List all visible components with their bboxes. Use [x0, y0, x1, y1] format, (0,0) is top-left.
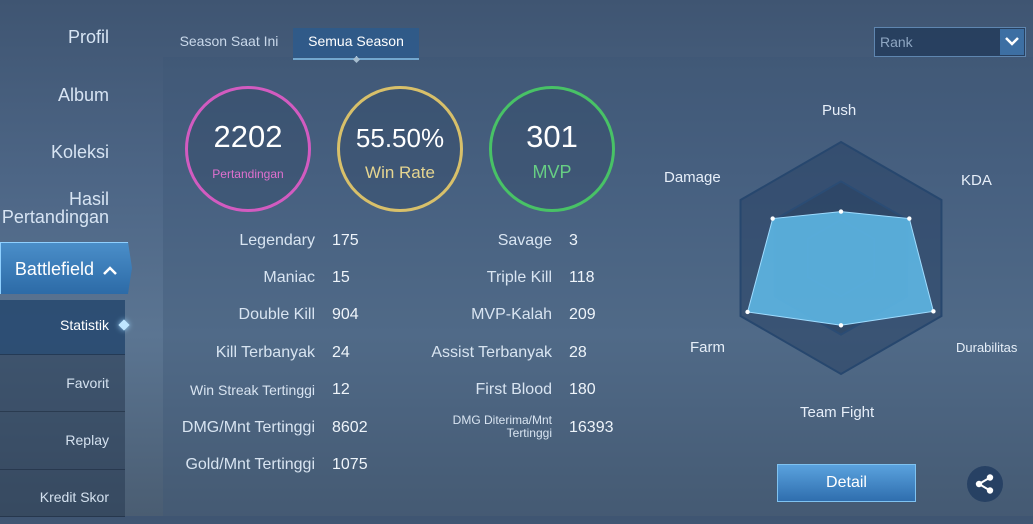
sidebar-sub-replay[interactable]: Replay [0, 412, 125, 470]
matches-label: Pertandingan [212, 167, 284, 181]
sidebar-item-label-2: Pertandingan [1, 207, 109, 227]
stat-value-dmg-diterima: 16393 [569, 419, 614, 436]
sidebar-item-label: Profil [67, 27, 109, 47]
matches-value: 2202 [213, 119, 283, 154]
stat-value-mvp-kalah: 209 [569, 306, 596, 323]
stat-value-win-streak: 12 [332, 381, 350, 398]
sidebar-sub-label: Statistik [59, 317, 109, 333]
sidebar-sub-statistik[interactable]: Statistik [0, 300, 130, 355]
stat-label-mvp-kalah: MVP-Kalah [471, 306, 552, 323]
radar-label-kda: KDA [961, 172, 992, 189]
radar-label-team-fight: Team Fight [800, 404, 875, 421]
radar-label-farm: Farm [690, 339, 725, 356]
detail-button[interactable]: Detail [777, 464, 916, 502]
stat-value-kill-terbanyak: 24 [332, 344, 350, 361]
stat-label-dmg-diterima: DMG Diterima/Mnt Tertinggi [400, 414, 552, 440]
share-button[interactable] [967, 466, 1003, 502]
detail-button-label: Detail [826, 474, 867, 491]
chevron-up-icon [103, 266, 117, 276]
mvp-label: MVP [532, 162, 572, 182]
radar-data-area [746, 211, 935, 326]
stat-value-first-blood: 180 [569, 381, 596, 398]
stat-label-dmg-diterima-line1: DMG Diterima/Mnt [452, 413, 552, 427]
stat-label-win-streak: Win Streak Tertinggi [189, 382, 315, 398]
stat-label-savage: Savage [497, 232, 552, 249]
stat-value-dmg-mnt: 8602 [332, 419, 368, 436]
mvp-value: 301 [526, 119, 578, 154]
rank-dropdown-value: Rank [880, 34, 913, 50]
tab-label: Semua Season [308, 33, 404, 49]
sidebar-item-battlefield[interactable]: Battlefield [0, 242, 132, 294]
stat-label-gold-mnt: Gold/Mnt Tertinggi [185, 456, 315, 473]
sidebar-sub-favorit[interactable]: Favorit [0, 355, 125, 412]
sidebar: Profil Album Koleksi Hasil Pertandingan … [0, 0, 132, 517]
win-rate-label: Win Rate [365, 163, 435, 182]
sidebar-item-label: Album [57, 85, 109, 105]
sidebar-item-profil[interactable]: Profil [0, 27, 125, 48]
stat-value-double-kill: 904 [332, 306, 359, 323]
tab-season-saat-ini[interactable]: Season Saat Ini [163, 28, 295, 58]
stat-value-triple-kill: 118 [569, 269, 595, 286]
stat-label-assist-terbanyak: Assist Terbanyak [431, 344, 552, 361]
stat-value-assist-terbanyak: 28 [569, 344, 587, 361]
stat-value-legendary: 175 [332, 232, 359, 249]
stat-label-legendary: Legendary [239, 232, 315, 249]
radar-label-push: Push [822, 102, 857, 119]
sidebar-item-label: Koleksi [50, 142, 109, 162]
stat-label-dmg-diterima-line2: Tertinggi [506, 426, 552, 440]
tab-semua-season[interactable]: Semua Season [293, 28, 419, 64]
sidebar-sub-label: Favorit [66, 375, 109, 391]
radar-point-damage [770, 216, 775, 221]
mvp-circle: 301 MVP [489, 86, 615, 212]
radar-label-durabilitas: Durabilitas [956, 340, 1018, 355]
sidebar-item-koleksi[interactable]: Koleksi [0, 142, 125, 163]
matches-circle: 2202 Pertandingan [185, 86, 311, 212]
stat-label-triple-kill: Triple Kill [486, 269, 552, 286]
sidebar-item-album[interactable]: Album [0, 85, 125, 106]
sidebar-sub-label: Replay [65, 432, 109, 448]
stat-label-first-blood: First Blood [475, 381, 552, 398]
sidebar-sub-label: Kredit Skor [39, 489, 109, 505]
sidebar-item-hasil-pertandingan[interactable]: Hasil Pertandingan [0, 190, 125, 226]
share-icon [975, 474, 994, 494]
stat-label-double-kill: Double Kill [238, 306, 315, 323]
win-rate-circle: 55.50% Win Rate [337, 86, 463, 212]
battlefield-label: Battlefield [14, 259, 94, 279]
radar-label-damage: Damage [664, 169, 721, 186]
win-rate-value: 55.50% [355, 123, 445, 153]
radar-point-durabilitas [931, 309, 936, 314]
sidebar-sub-kredit-skor[interactable]: Kredit Skor [0, 470, 125, 517]
radar-point-farm [745, 309, 750, 315]
dropdown-button[interactable] [1000, 29, 1024, 55]
radar-point-push [838, 209, 844, 214]
radar-point-team-fight [838, 323, 844, 328]
chevron-down-icon [1005, 37, 1019, 46]
stat-value-maniac: 15 [332, 269, 350, 286]
stat-value-savage: 3 [569, 232, 578, 249]
stat-label-kill-terbanyak: Kill Terbanyak [215, 344, 315, 361]
rank-dropdown[interactable]: Rank [874, 27, 1026, 57]
stat-value-gold-mnt: 1075 [332, 456, 368, 473]
stat-label-dmg-mnt: DMG/Mnt Tertinggi [181, 419, 315, 436]
sidebar-item-label: Hasil [68, 189, 109, 209]
stat-label-maniac: Maniac [263, 269, 315, 286]
tab-label: Season Saat Ini [179, 33, 279, 49]
radar-chart [739, 140, 943, 376]
radar-point-kda [907, 216, 912, 221]
